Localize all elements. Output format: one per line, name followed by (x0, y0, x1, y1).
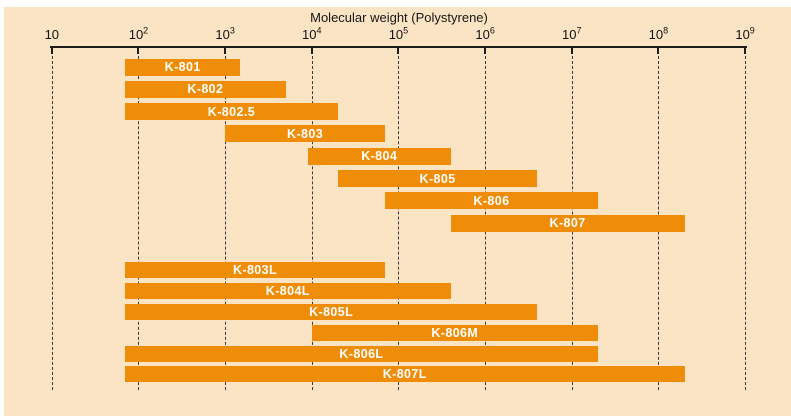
axis-tick-mark (310, 48, 313, 54)
range-bar-k-802: K-802 (125, 80, 286, 98)
range-bar-k-807: K-807 (450, 214, 685, 232)
decade-gridline (138, 56, 140, 390)
axis-tick-exponent: 2 (143, 25, 149, 36)
range-bar-k-805: K-805 (337, 170, 538, 187)
axis-tick-mark (657, 48, 660, 54)
range-bar-k-806m: K-806M (311, 324, 598, 341)
axis-tick-mark (224, 48, 227, 54)
range-bar-k-802.5: K-802.5 (125, 103, 338, 121)
axis-tick-exponent: 7 (576, 25, 582, 36)
axis-tick-label: 10 (44, 27, 60, 42)
range-bar-k-805l: K-805L (125, 303, 538, 320)
x-axis-line (50, 46, 747, 48)
bar-label: K-805 (419, 171, 456, 186)
bar-label: K-805L (309, 304, 354, 319)
bar-label: K-804 (361, 149, 398, 164)
bar-label: K-801 (164, 60, 201, 74)
range-bar-k-806: K-806 (385, 192, 598, 210)
axis-tick-exponent: 6 (489, 25, 495, 36)
axis-tick-mark (50, 48, 53, 54)
bar-label: K-804L (265, 284, 310, 299)
axis-tick-mark (137, 48, 140, 54)
axis-tick-label: 107 (562, 25, 582, 42)
axis-tick-exponent: 9 (749, 25, 755, 36)
bar-label: K-806L (339, 346, 384, 361)
axis-tick-label: 108 (648, 25, 669, 42)
axis-tick-label: 103 (215, 25, 235, 42)
decade-gridline (398, 56, 400, 390)
axis-tick-label: 106 (475, 25, 495, 42)
bar-label: K-806M (431, 325, 479, 340)
decade-gridline (225, 56, 227, 390)
bar-label: K-807 (549, 216, 586, 231)
axis-tick-exponent: 8 (663, 25, 669, 36)
range-bar-k-803l: K-803L (125, 262, 385, 279)
range-bar-k-804: K-804 (307, 147, 451, 165)
axis-tick-label: 109 (735, 25, 755, 42)
decade-gridline (51, 56, 53, 390)
range-bar-k-806l: K-806L (125, 345, 598, 362)
bar-label: K-802.5 (207, 104, 256, 119)
bar-label: K-802 (187, 82, 224, 97)
axis-title: Molecular weight (Polystyrene) (310, 10, 488, 25)
range-bar-k-807l: K-807L (125, 366, 685, 383)
axis-tick-exponent: 5 (403, 25, 409, 36)
range-bar-k-804l: K-804L (125, 283, 451, 300)
bar-label: K-806 (473, 193, 510, 208)
axis-tick-label: 104 (302, 25, 322, 42)
bar-label: K-803L (232, 263, 278, 278)
axis-tick-mark (570, 48, 573, 54)
range-bar-k-801: K-801 (125, 58, 241, 76)
axis-tick-exponent: 3 (229, 25, 235, 36)
bar-label: K-803 (287, 126, 324, 141)
axis-tick-exponent: 4 (316, 25, 322, 36)
decade-gridline (311, 56, 313, 390)
axis-tick-mark (397, 48, 400, 54)
range-bar-k-803: K-803 (225, 125, 385, 143)
decade-gridline (745, 56, 747, 390)
axis-tick-label: 102 (128, 25, 149, 42)
bar-label: K-807L (382, 367, 427, 382)
axis-tick-label: 105 (388, 25, 409, 42)
axis-tick-mark (744, 48, 747, 54)
axis-tick-mark (484, 48, 487, 54)
